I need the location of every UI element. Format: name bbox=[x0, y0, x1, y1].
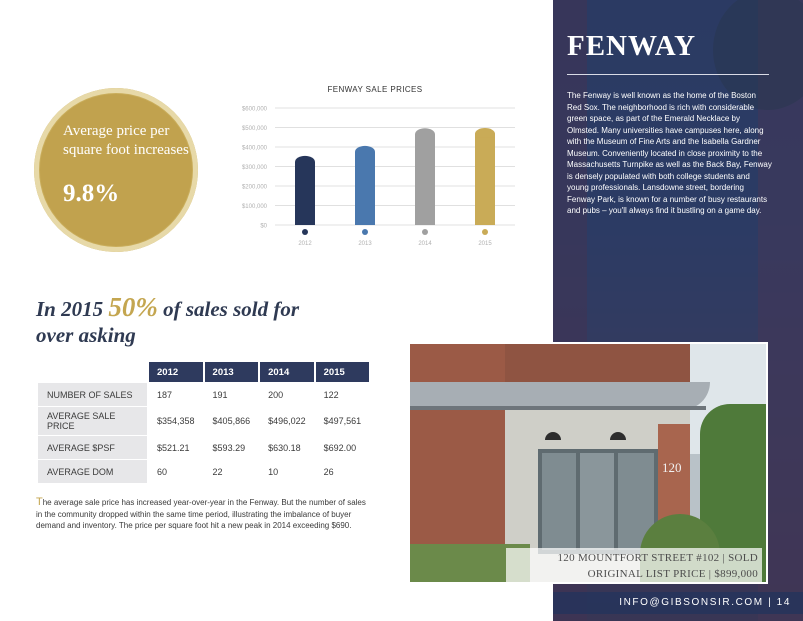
chart-x-tick-label: 2012 bbox=[298, 241, 312, 247]
headline-prefix: In 2015 bbox=[36, 297, 109, 321]
neighborhood-description: The Fenway is well known as the home of … bbox=[567, 91, 772, 215]
table-cell: 191 bbox=[212, 389, 228, 400]
row-label: AVERAGE $PSF bbox=[38, 436, 147, 459]
chart-y-tick-label: $300,000 bbox=[242, 165, 268, 171]
stat-circle-inner bbox=[40, 94, 192, 246]
table-row: NUMBER OF SALES 187 191 200 122 bbox=[38, 383, 369, 406]
row-label: AVERAGE SALE PRICE bbox=[38, 407, 147, 435]
table-cell: $593.29 bbox=[212, 442, 246, 453]
photo-caption-box bbox=[506, 548, 762, 582]
chart-y-tick-label: $100,000 bbox=[242, 204, 268, 210]
table-cell: $692.00 bbox=[323, 442, 357, 453]
table-cell: $630.18 bbox=[268, 442, 301, 453]
chart-y-tick-label: $400,000 bbox=[242, 146, 268, 152]
chart-x-tick-label: 2014 bbox=[418, 241, 432, 247]
chart-bar-base bbox=[475, 137, 495, 225]
table-cell: $496,022 bbox=[268, 416, 306, 426]
row-label: NUMBER OF SALES bbox=[38, 383, 147, 406]
property-photo-image bbox=[410, 344, 766, 582]
chart-title: FENWAY SALE PRICES bbox=[327, 85, 422, 94]
sales-stats-table: 2012 2013 2014 2015 NUMBER OF SALES 187 … bbox=[36, 362, 371, 483]
table-cell: 26 bbox=[323, 466, 334, 477]
stat-circle-value: 9.8% bbox=[63, 180, 120, 207]
headline-highlight: 50% bbox=[108, 292, 158, 322]
table-cell: $405,866 bbox=[212, 416, 251, 426]
photo-caption-price: ORIGINAL LIST PRICE | $899,000 bbox=[587, 568, 758, 580]
table-header-year: 2012 bbox=[149, 362, 203, 382]
stat-circle bbox=[34, 88, 198, 252]
property-photo: 120 bbox=[408, 342, 768, 584]
photo-caption-address: 120 MOUNTFORT STREET #102 | SOLD bbox=[557, 552, 758, 564]
table-row: AVERAGE DOM 60 22 10 26 bbox=[38, 460, 369, 483]
chart-y-tick-label: $500,000 bbox=[242, 126, 268, 132]
chart-x-tick-label: 2013 bbox=[358, 241, 372, 247]
table-header-year: 2013 bbox=[204, 362, 259, 382]
title-divider bbox=[567, 74, 769, 75]
table-cell: $521.21 bbox=[157, 442, 190, 453]
table-cell: 200 bbox=[268, 389, 284, 400]
table-header-year: 2015 bbox=[315, 362, 370, 382]
stat-circle-label: Average price per square foot increases bbox=[63, 123, 189, 158]
chart-legend-dot bbox=[422, 229, 428, 235]
table-cell: 10 bbox=[268, 466, 279, 477]
headline: In 2015 50% of sales sold for over askin… bbox=[36, 294, 336, 348]
chart-y-tick-label: $200,000 bbox=[242, 185, 268, 191]
table-header-blank bbox=[38, 362, 147, 382]
row-label: AVERAGE DOM bbox=[38, 460, 147, 483]
chart-y-tick-label: $0 bbox=[260, 224, 267, 230]
chart-legend-dot bbox=[302, 229, 308, 235]
neighborhood-title: FENWAY bbox=[567, 30, 697, 62]
table-cell: 122 bbox=[323, 389, 339, 400]
note-text: he average sale price has increased year… bbox=[36, 498, 366, 530]
chart-bar-base bbox=[415, 138, 435, 225]
chart-y-tick-label: $600,000 bbox=[242, 107, 268, 113]
table-row: AVERAGE SALE PRICE $354,358 $405,866 $49… bbox=[38, 407, 369, 435]
chart-x-tick-label: 2015 bbox=[478, 241, 492, 247]
chart-legend-dot bbox=[482, 229, 488, 235]
chart-bar-base bbox=[295, 165, 315, 225]
building-number-sign: 120 bbox=[662, 460, 682, 475]
chart-legend-dot bbox=[362, 229, 368, 235]
footer-contact: INFO@GIBSONSIR.COM | 14 bbox=[619, 597, 791, 608]
table-cell: $497,561 bbox=[323, 416, 362, 426]
table-header-year: 2014 bbox=[260, 362, 314, 382]
table-header-row: 2012 2013 2014 2015 bbox=[38, 362, 370, 382]
table-cell: 60 bbox=[157, 466, 168, 477]
headline-suffix: of sales sold for over asking bbox=[36, 297, 300, 347]
table-cell: 187 bbox=[157, 389, 173, 400]
market-note: The average sale price has increased yea… bbox=[36, 496, 366, 532]
table-cell: 22 bbox=[212, 466, 223, 477]
table-row: AVERAGE $PSF $521.21 $593.29 $630.18 $69… bbox=[38, 436, 369, 459]
chart-bar-base bbox=[355, 155, 375, 225]
sale-prices-chart: FENWAY SALE PRICES $0 $100,000 $200,000 $300… bbox=[242, 85, 515, 247]
table-cell: $354,358 bbox=[157, 416, 195, 426]
page-footer: INFO@GIBSONSIR.COM | 14 bbox=[553, 592, 803, 614]
note-drop-letter: T bbox=[36, 496, 43, 508]
